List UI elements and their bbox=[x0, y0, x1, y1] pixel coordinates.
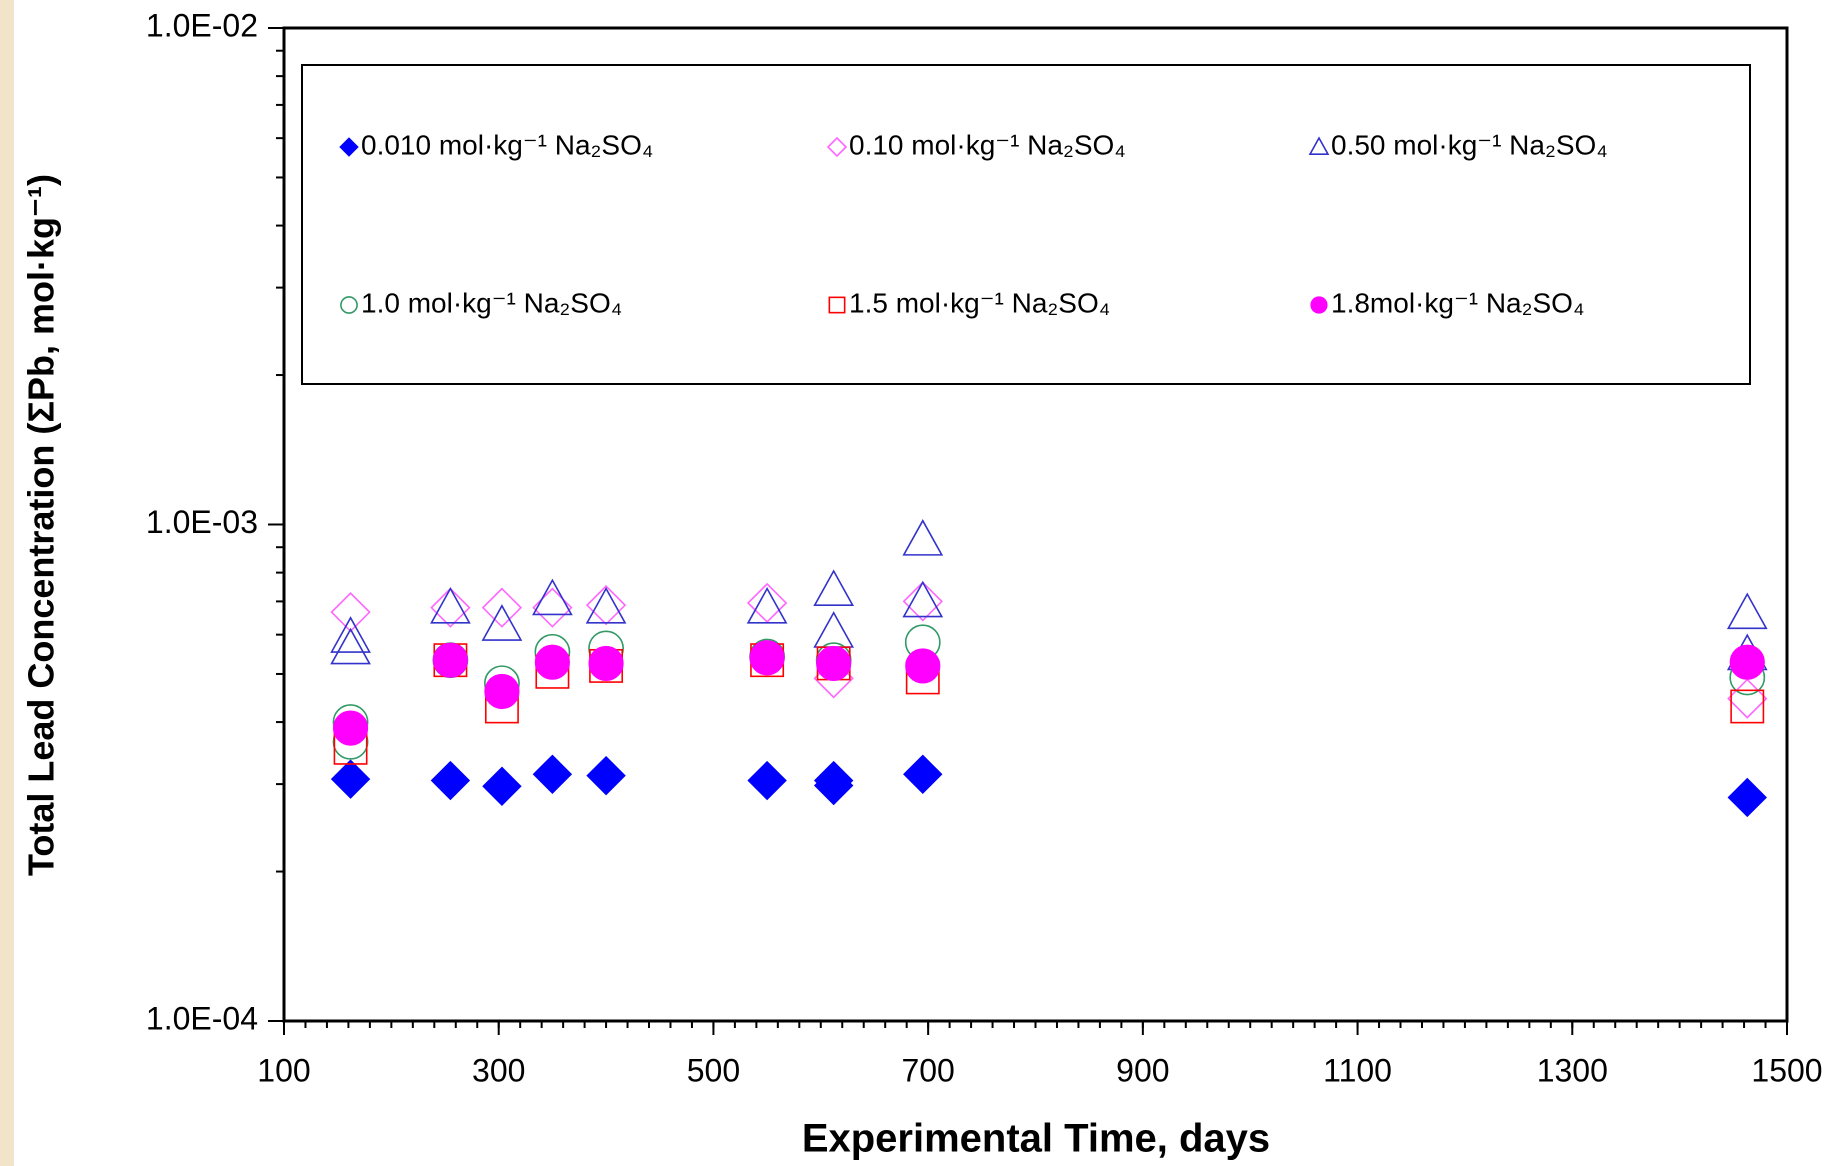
marker bbox=[330, 616, 371, 653]
marker bbox=[902, 580, 944, 618]
y-tick-label: 1.0E-04 bbox=[146, 1000, 258, 1036]
x-axis-title: Experimental Time, days bbox=[802, 1117, 1270, 1161]
marker bbox=[1729, 644, 1765, 680]
marker bbox=[588, 645, 624, 682]
marker bbox=[330, 759, 371, 799]
marker bbox=[902, 581, 943, 622]
marker bbox=[747, 760, 787, 801]
marker bbox=[813, 569, 855, 607]
x-tick-label: 700 bbox=[901, 1052, 954, 1088]
marker bbox=[532, 587, 573, 628]
legend-marker bbox=[1308, 136, 1330, 155]
legend-marker bbox=[828, 296, 846, 314]
legend-marker bbox=[339, 137, 359, 157]
marker bbox=[432, 642, 469, 678]
x-tick-label: 100 bbox=[257, 1052, 310, 1088]
legend-box bbox=[301, 64, 1751, 385]
marker bbox=[586, 755, 626, 796]
edge-strip bbox=[0, 0, 14, 1166]
x-tick-label: 1500 bbox=[1751, 1052, 1822, 1088]
marker bbox=[481, 604, 523, 641]
legend-label: 0.50 mol·kg⁻¹ Na₂SO₄ bbox=[1331, 129, 1608, 160]
legend-label: 0.010 mol·kg⁻¹ Na₂SO₄ bbox=[361, 129, 653, 160]
marker bbox=[813, 611, 855, 648]
x-tick-label: 1300 bbox=[1537, 1052, 1608, 1088]
marker bbox=[430, 587, 471, 624]
marker bbox=[905, 648, 941, 684]
marker bbox=[532, 578, 573, 616]
y-tick-label: 1.0E-03 bbox=[146, 504, 258, 540]
x-tick-label: 900 bbox=[1116, 1052, 1169, 1088]
marker bbox=[534, 644, 570, 680]
marker bbox=[749, 640, 785, 676]
x-tick-label: 1100 bbox=[1323, 1052, 1392, 1088]
y-tick-label: 1.0E-02 bbox=[146, 7, 258, 43]
marker bbox=[330, 627, 371, 665]
marker bbox=[902, 519, 944, 556]
marker bbox=[484, 673, 520, 710]
legend-label: 1.5 mol·kg⁻¹ Na₂SO₄ bbox=[849, 287, 1110, 318]
marker bbox=[430, 760, 471, 801]
marker bbox=[903, 754, 943, 794]
marker bbox=[1727, 678, 1768, 719]
plot-frame bbox=[282, 26, 1789, 1023]
marker bbox=[813, 765, 854, 806]
marker bbox=[585, 587, 627, 624]
marker bbox=[816, 645, 852, 682]
marker bbox=[430, 587, 471, 628]
marker bbox=[532, 754, 573, 794]
x-tick-label: 500 bbox=[687, 1052, 740, 1088]
legend-marker bbox=[1310, 296, 1328, 314]
y-axis-title: Total Lead Concentration (ΣPb, mol·kg⁻¹) bbox=[21, 174, 62, 876]
marker bbox=[746, 582, 788, 624]
marker bbox=[330, 592, 371, 633]
marker bbox=[482, 766, 522, 806]
marker bbox=[585, 585, 627, 626]
marker bbox=[1727, 777, 1767, 818]
legend-label: 1.0 mol·kg⁻¹ Na₂SO₄ bbox=[361, 287, 622, 318]
marker bbox=[481, 587, 523, 628]
legend-label: 1.8mol·kg⁻¹ Na₂SO₄ bbox=[1331, 287, 1584, 318]
marker bbox=[1726, 592, 1768, 630]
marker bbox=[1730, 689, 1765, 724]
marker bbox=[332, 710, 369, 746]
x-tick-label: 300 bbox=[472, 1052, 525, 1088]
marker bbox=[746, 587, 788, 624]
legend-label: 0.10 mol·kg⁻¹ Na₂SO₄ bbox=[849, 129, 1126, 160]
legend-marker bbox=[340, 296, 358, 314]
legend-marker bbox=[826, 136, 848, 158]
